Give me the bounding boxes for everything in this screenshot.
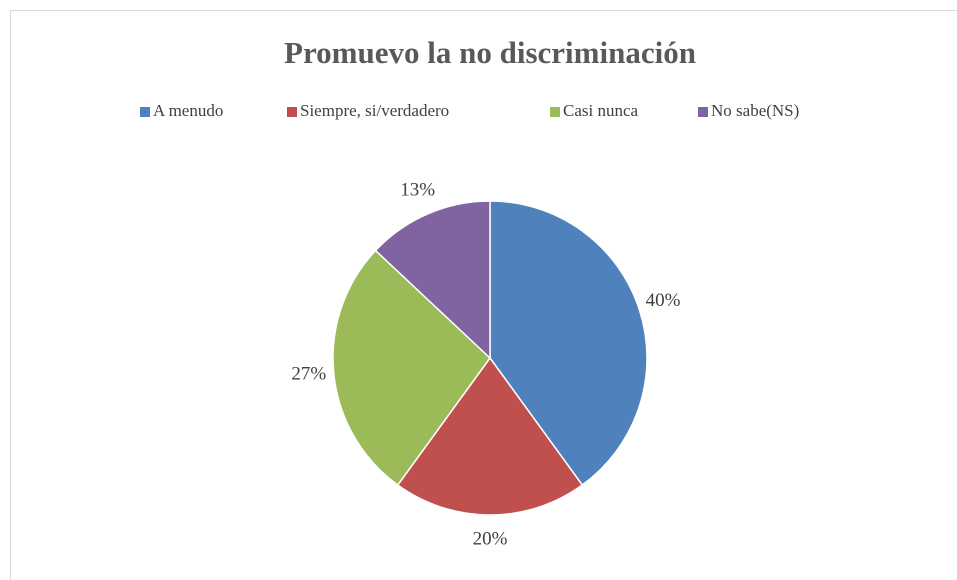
legend-label: Casi nunca (563, 101, 639, 120)
legend-marker (140, 107, 150, 117)
chart-title: Promuevo la no discriminación (284, 35, 696, 70)
pie-slice (396, 356, 584, 516)
data-label: 13% (400, 179, 435, 200)
data-label: 20% (473, 528, 508, 549)
legend-label: A menudo (153, 101, 223, 120)
pie-slice (332, 249, 491, 487)
legend-label: Siempre, si/verdadero (300, 101, 449, 120)
legend-marker (550, 107, 560, 117)
legend-marker (287, 107, 297, 117)
legend-marker (698, 107, 708, 117)
data-label: 40% (646, 290, 681, 311)
pie-slice (489, 200, 648, 487)
data-label: 27% (291, 363, 326, 384)
pie-slice (374, 200, 491, 360)
legend-label: No sabe(NS) (711, 101, 799, 120)
